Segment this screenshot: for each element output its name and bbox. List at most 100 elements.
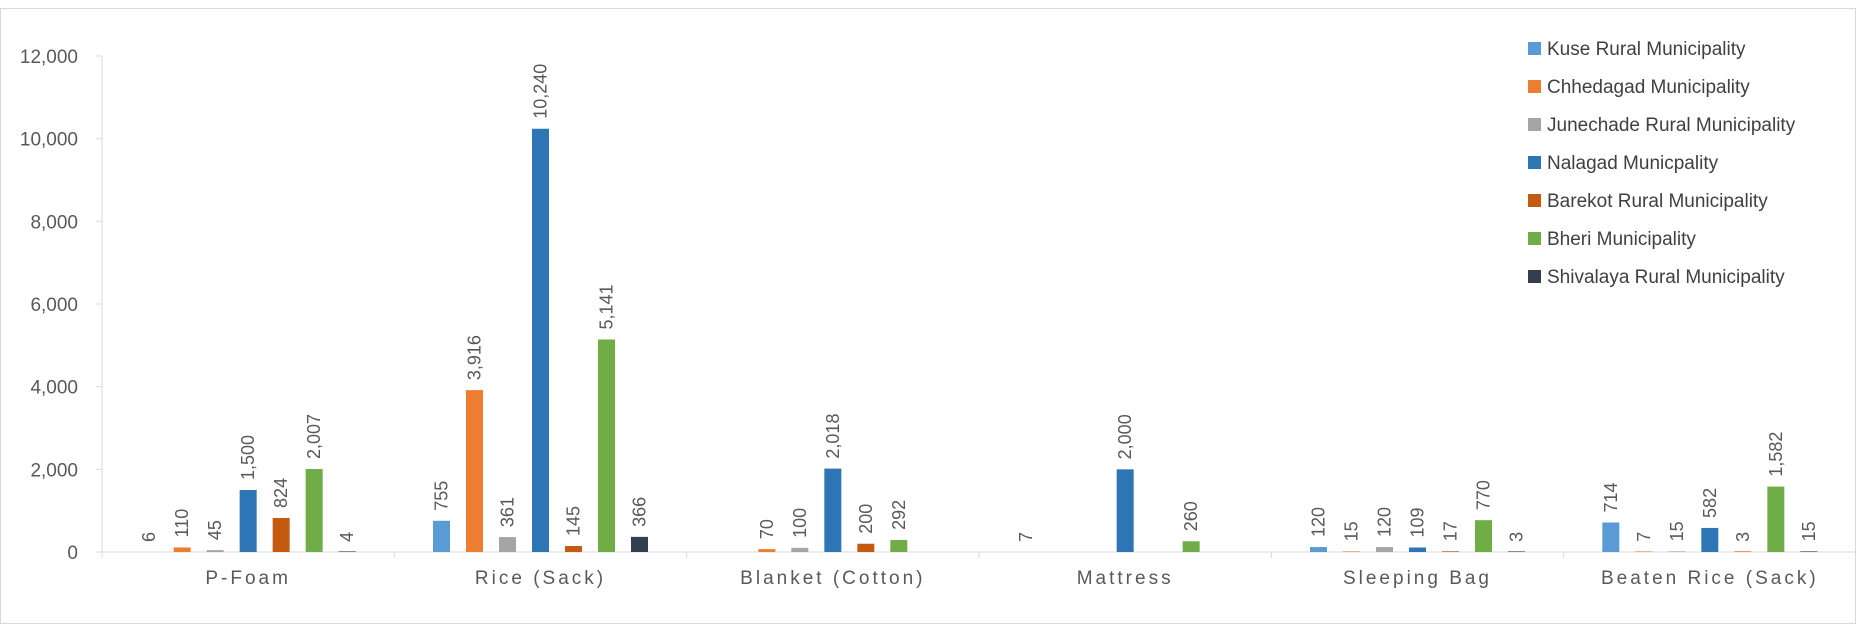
bar	[857, 543, 875, 552]
bar	[1734, 551, 1752, 552]
data-label: 714	[1601, 482, 1621, 512]
y-tick-label: 12,000	[20, 47, 78, 68]
data-label: 1,582	[1766, 432, 1786, 477]
data-label: 6	[139, 532, 159, 542]
data-label: 3,916	[465, 335, 485, 380]
data-label: 10,240	[531, 64, 551, 119]
bar	[890, 539, 908, 552]
y-tick-label: 4,000	[30, 378, 78, 399]
y-tick-label: 0	[67, 543, 78, 564]
bar	[1409, 547, 1426, 552]
data-label: 292	[889, 500, 909, 530]
bar	[466, 390, 483, 552]
data-label: 361	[498, 497, 518, 527]
bar	[272, 517, 290, 552]
data-label: 120	[1375, 507, 1395, 537]
bar	[1668, 551, 1686, 552]
legend-swatch	[1528, 80, 1541, 93]
bar	[1602, 522, 1620, 552]
data-label: 7	[1634, 532, 1654, 542]
bar	[1635, 551, 1653, 552]
data-label: 15	[1799, 521, 1819, 541]
data-label: 2,000	[1115, 414, 1135, 459]
x-tick-label: Mattress	[1077, 568, 1174, 589]
legend-swatch	[1528, 42, 1541, 55]
bar	[173, 547, 191, 552]
bar	[1343, 551, 1360, 552]
bar	[499, 537, 516, 552]
legend-swatch	[1528, 270, 1541, 283]
legend-swatch	[1528, 232, 1541, 245]
y-tick-label: 10,000	[20, 130, 78, 151]
bar	[1800, 551, 1818, 552]
bar	[305, 469, 323, 552]
bar	[433, 520, 450, 552]
data-label: 17	[1441, 521, 1461, 541]
bar	[239, 490, 257, 552]
bar	[1767, 486, 1785, 552]
data-label: 200	[856, 504, 876, 534]
data-label: 15	[1667, 521, 1687, 541]
x-tick-label: Sleeping Bag	[1343, 568, 1492, 589]
data-label: 2,007	[304, 414, 324, 459]
bar	[206, 550, 224, 552]
bar	[1701, 527, 1719, 552]
data-label: 4	[337, 532, 357, 542]
data-label: 366	[630, 497, 650, 527]
data-label: 120	[1309, 507, 1329, 537]
x-tick-label: Blanket (Cotton)	[740, 568, 925, 589]
data-label: 45	[205, 520, 225, 540]
data-label: 260	[1181, 501, 1201, 531]
bar	[824, 468, 842, 552]
bar	[598, 339, 615, 552]
bar	[791, 547, 809, 552]
data-label: 109	[1408, 507, 1428, 537]
data-label: 1,500	[238, 435, 258, 480]
bar	[565, 546, 582, 552]
bar	[1442, 551, 1459, 552]
legend-label: Shivalaya Rural Municipality	[1547, 267, 1785, 288]
legend-swatch	[1528, 118, 1541, 131]
x-tick-label: P-Foam	[205, 568, 291, 589]
data-label: 70	[757, 519, 777, 539]
legend-label: Nalagad Municpality	[1547, 153, 1719, 174]
bar	[338, 551, 356, 552]
bar	[1376, 547, 1393, 552]
bar	[758, 549, 776, 552]
x-axis: P-Foam Rice (Sack) Blanket (Cotton) Mattres…	[101, 551, 1856, 589]
bar	[1475, 520, 1492, 552]
legend-label: Chhedagad Municipality	[1547, 77, 1750, 98]
legend: Kuse Rural Municipality Chhedagad Municip…	[1528, 39, 1796, 288]
y-tick-label: 2,000	[30, 460, 78, 481]
legend-label: Bheri Municipality	[1547, 229, 1696, 250]
x-tick-label: Beaten Rice (Sack)	[1601, 568, 1819, 589]
bar	[631, 536, 648, 552]
legend-label: Junechade Rural Municipality	[1547, 115, 1796, 136]
bar	[532, 128, 549, 552]
bar	[1310, 547, 1327, 552]
data-label: 7	[1016, 532, 1036, 542]
data-label: 755	[432, 481, 452, 511]
y-tick-label: 6,000	[30, 295, 78, 316]
bar	[1116, 469, 1134, 552]
bar	[1508, 551, 1525, 552]
y-axis: 0 2,000 4,000 6,000 8,000 10,000 12,000	[20, 47, 103, 564]
legend-label: Barekot Rural Municipality	[1547, 191, 1768, 212]
bars	[173, 128, 1818, 552]
data-label: 2,018	[823, 414, 843, 459]
y-tick-label: 8,000	[30, 212, 78, 233]
data-label: 3	[1507, 532, 1527, 542]
data-label: 582	[1700, 488, 1720, 518]
data-label: 3	[1733, 532, 1753, 542]
data-label: 100	[790, 508, 810, 538]
data-label: 15	[1342, 521, 1362, 541]
data-labels: 755 120 714 110 3,916 70 15 7 45 361 100 120 15 1,500…	[139, 64, 1819, 542]
data-label: 824	[271, 478, 291, 508]
data-label: 145	[564, 506, 584, 536]
legend-swatch	[1528, 194, 1541, 207]
data-label: 770	[1474, 480, 1494, 510]
legend-swatch	[1528, 156, 1541, 169]
data-label: 110	[172, 509, 192, 538]
